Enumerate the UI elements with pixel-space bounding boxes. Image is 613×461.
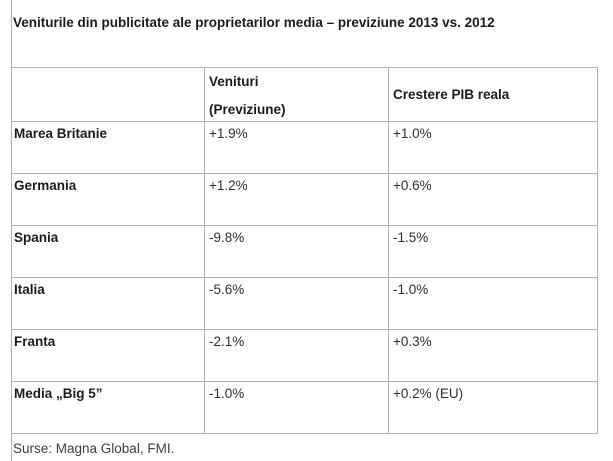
table-header: Venituri (Previziune) Crestere PIB reala xyxy=(11,67,598,122)
pib-cell: +0.3% xyxy=(388,329,598,382)
country-cell: Marea Britanie xyxy=(11,121,205,174)
table-row: Franta -2.1% +0.3% xyxy=(11,329,598,382)
header-row: Venituri (Previziune) Crestere PIB reala xyxy=(11,67,598,122)
table-row: Italia -5.6% -1.0% xyxy=(11,277,598,330)
venituri-cell: -9.8% xyxy=(204,225,389,278)
country-cell: Germania xyxy=(11,173,205,226)
venituri-cell: -2.1% xyxy=(204,329,389,382)
column-header-country xyxy=(11,67,205,122)
country-cell: Italia xyxy=(11,277,205,330)
pib-cell: +1.0% xyxy=(388,121,598,174)
table-row: Media „Big 5” -1.0% +0.2% (EU) xyxy=(11,381,598,434)
table-body: Marea Britanie +1.9% +1.0% Germania +1.2… xyxy=(11,121,598,434)
forecast-table: Venituri (Previziune) Crestere PIB reala… xyxy=(11,67,598,434)
venituri-cell: +1.2% xyxy=(204,173,389,226)
country-cell: Spania xyxy=(11,225,205,278)
column-header-venituri: Venituri (Previziune) xyxy=(204,67,389,122)
pib-cell: -1.0% xyxy=(388,277,598,330)
venituri-cell: -5.6% xyxy=(204,277,389,330)
table-row: Marea Britanie +1.9% +1.0% xyxy=(11,121,598,174)
venituri-cell: -1.0% xyxy=(204,381,389,434)
page-title: Veniturile din publicitate ale proprieta… xyxy=(13,15,495,30)
pib-cell: -1.5% xyxy=(388,225,598,278)
table-row: Germania +1.2% +0.6% xyxy=(11,173,598,226)
venituri-cell: +1.9% xyxy=(204,121,389,174)
country-cell: Franta xyxy=(11,329,205,382)
column-header-pib: Crestere PIB reala xyxy=(388,67,598,122)
article-block: Veniturile din publicitate ale proprieta… xyxy=(11,0,613,461)
header-venituri-line1: Venituri xyxy=(209,74,259,89)
source-note: Surse: Magna Global, FMI. xyxy=(13,441,175,456)
pib-cell: +0.2% (EU) xyxy=(388,381,598,434)
table-row: Spania -9.8% -1.5% xyxy=(11,225,598,278)
country-cell: Media „Big 5” xyxy=(11,381,205,434)
header-venituri-line2: (Previziune) xyxy=(209,102,286,117)
pib-cell: +0.6% xyxy=(388,173,598,226)
